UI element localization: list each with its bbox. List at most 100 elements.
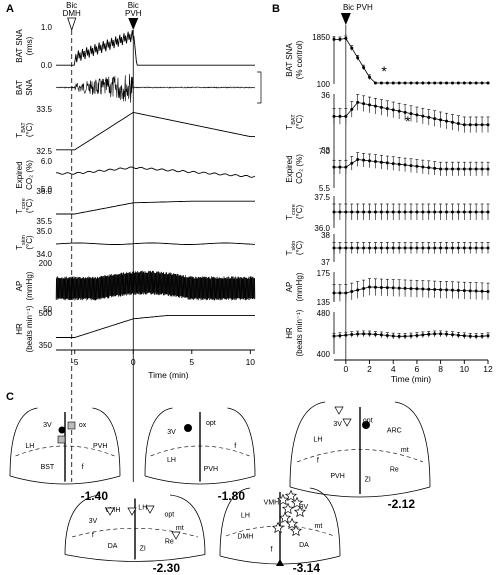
region-label: 3V [300, 504, 309, 511]
panel-a-x-tick-label: 0 [131, 357, 136, 367]
scale-bar [257, 71, 262, 104]
region-label: f [317, 457, 319, 464]
region-label: LH [138, 504, 147, 511]
panel-b-row-label: Tcore [285, 204, 297, 220]
injection-site-star [284, 489, 298, 502]
t-skin-trace [55, 242, 256, 245]
panel-b-x-tick-label: 8 [438, 364, 443, 374]
region-label: 3V [89, 518, 98, 525]
brain-base [9, 475, 121, 485]
panel-a-tick: 200 [39, 259, 53, 268]
significance-star: * [405, 113, 411, 129]
injection-site-dot [184, 424, 192, 432]
brain-section: -2.30mtReZIDAf3VVMHLHopt [64, 494, 206, 575]
region-label: mt [315, 523, 323, 530]
region-boundary [150, 445, 250, 457]
panel-a-row-unit: (rms) [25, 36, 34, 55]
injection-site-dot [58, 426, 66, 434]
panel-b-row-unit: (°C) [295, 241, 304, 256]
brain-outline [64, 494, 206, 555]
panel-a-x-tick-label: 5 [189, 357, 194, 367]
ap-b-line [334, 286, 489, 294]
brain-base [289, 486, 431, 498]
bic-pvh-label: Bic [128, 1, 139, 10]
significance-star: * [381, 63, 387, 79]
region-label: PVH [93, 443, 107, 450]
panel-b-x-tick-label: 10 [460, 364, 470, 374]
region-boundary [296, 449, 424, 463]
panel-b-tick: 37.5 [314, 193, 330, 202]
panel-a-x-tick-label: -5 [71, 357, 79, 367]
panel-a-row-label: Expired [15, 161, 24, 188]
injection-site-star [289, 524, 303, 537]
panel-a-row-unit: SNA [25, 79, 34, 96]
panel-a-row-unit: (beats min⁻¹) [25, 305, 34, 352]
region-label: PVH [330, 473, 344, 480]
panel-b-tick: 33 [321, 146, 330, 155]
panel-a-tick: 32.5 [36, 147, 52, 156]
region-label: f [270, 546, 272, 553]
panel-a-row-label: HR [15, 323, 24, 335]
panel-b-tick: 175 [317, 269, 331, 278]
panel-b-tick: 7.0 [319, 147, 331, 156]
panel-b-row-unit: CO₂ (%) [295, 154, 304, 184]
region-label: opt [164, 512, 174, 519]
panel-b-x-tick-label: 2 [367, 364, 372, 374]
panel-a-tick: 50 [43, 305, 52, 314]
bic-dmh-label: Bic [66, 1, 77, 10]
panel-b-row-label: BAT SNA [285, 43, 294, 77]
injection-site-square [57, 435, 66, 444]
region-label: LH [241, 513, 250, 520]
panel-b-letter: B [272, 3, 280, 15]
panel-a-tick: 34.0 [36, 250, 52, 259]
panel-b-tick: 36.0 [314, 224, 330, 233]
injection-site-star [276, 493, 290, 506]
region-label: DA [299, 542, 309, 549]
section-level: -2.30 [153, 561, 181, 575]
injection-site-star [271, 521, 285, 534]
panel-a-tick: 5.0 [41, 185, 53, 194]
brain-base [64, 554, 206, 562]
panel-a-tick: 500 [39, 309, 53, 318]
injection-site-square [67, 421, 76, 430]
injection-site-star [278, 511, 292, 524]
bic-pvh-b-marker [340, 13, 351, 25]
injection-site-arrow [276, 559, 284, 566]
injection-site-star [281, 502, 295, 515]
section-level: -3.14 [293, 561, 321, 575]
panel-a-tick: 33.5 [36, 105, 52, 114]
panel-a-letter: A [6, 3, 14, 15]
region-label: Re [390, 466, 399, 473]
panel-b-tick: 100 [317, 80, 331, 89]
bic-pvh-b-label: Bic PVH [343, 3, 373, 12]
region-label: DMH [237, 533, 253, 540]
panel-b-x-tick-label: 4 [391, 364, 396, 374]
injection-site-triangle [145, 505, 155, 514]
hr-b-point [486, 334, 490, 338]
region-label: opt [363, 417, 373, 424]
bat-sna-rms-trace [56, 30, 255, 66]
panel-b-x-label: Time (min) [391, 374, 431, 384]
region-label: LH [313, 437, 322, 444]
bic-pvh-label: PVH [125, 9, 142, 18]
hr-trace [56, 314, 255, 338]
co2-b-line [334, 159, 488, 170]
panel-a-row-label: Tcore [15, 198, 27, 214]
injection-site-dot [362, 421, 370, 429]
region-label: 3V [333, 421, 342, 428]
injection-site-triangle [171, 531, 181, 540]
ap-trace [55, 270, 256, 301]
injection-site-triangle [342, 418, 352, 427]
t-core-trace [56, 200, 255, 215]
panel-a-row-label: Tskin [15, 235, 27, 250]
t-bat-trace [56, 111, 255, 151]
brain-outline [219, 487, 341, 557]
region-boundary [15, 445, 115, 457]
panel-b-row-unit: (mmHg) [295, 272, 304, 301]
panel-a-row-label: BAT SNA [15, 29, 24, 63]
bic-dmh-marker [67, 17, 77, 32]
t-bat-b-line [334, 101, 488, 126]
panel-a-row-label: TBAT [15, 122, 27, 138]
region-label: f [234, 443, 236, 450]
panel-b-row-unit: (% control) [295, 40, 304, 79]
